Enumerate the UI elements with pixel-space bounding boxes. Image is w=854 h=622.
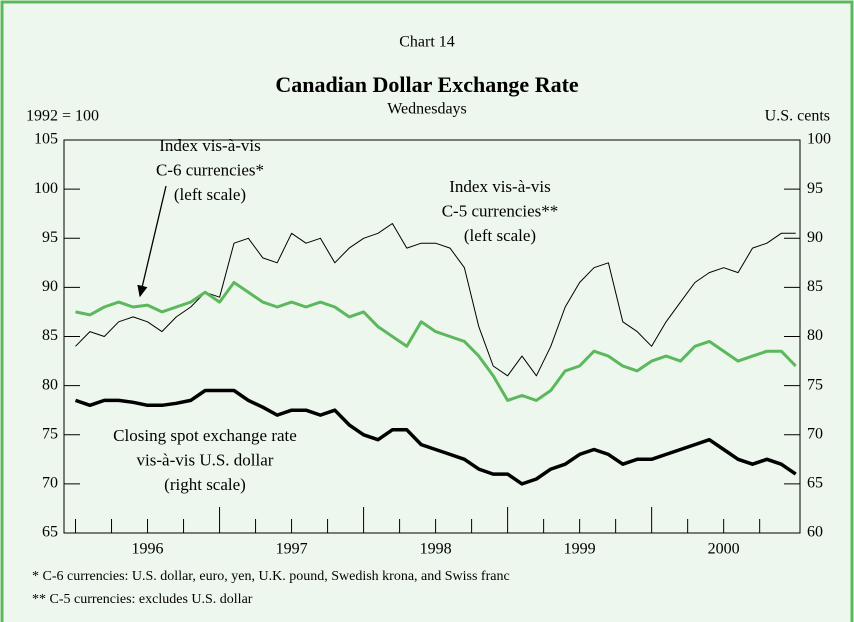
y-tick-label: 95 bbox=[42, 229, 58, 246]
y-tick-label: 100 bbox=[34, 180, 58, 197]
series-annotation: (left scale) bbox=[464, 226, 536, 245]
series-annotation: Index vis-à-vis bbox=[449, 177, 551, 196]
series-line bbox=[75, 281, 797, 402]
y2-tick-label: 90 bbox=[807, 229, 823, 246]
y-tick-label: 80 bbox=[42, 376, 58, 393]
footnote: * C-6 currencies: U.S. dollar, euro, yen… bbox=[32, 569, 510, 584]
x-tick-label: 1996 bbox=[132, 541, 164, 558]
series-line bbox=[74, 388, 797, 486]
series-annotation: vis-à-vis U.S. dollar bbox=[137, 450, 274, 469]
y2-tick-label: 100 bbox=[807, 131, 831, 148]
y-axis-label: 1992 = 100 bbox=[26, 108, 99, 125]
footnote: ** C-5 currencies: excludes U.S. dollar bbox=[32, 592, 253, 607]
series-annotation: Closing spot exchange rate bbox=[113, 426, 297, 445]
x-tick-label: 1997 bbox=[276, 541, 308, 558]
y-tick-label: 105 bbox=[34, 131, 58, 148]
y2-axis-label: U.S. cents bbox=[765, 108, 830, 125]
series-annotation: C-5 currencies** bbox=[442, 201, 559, 220]
series-annotation: Index vis-à-vis bbox=[159, 136, 261, 155]
y2-tick-label: 65 bbox=[807, 475, 823, 492]
chart-subtitle: Wednesdays bbox=[387, 101, 467, 118]
y-tick-label: 70 bbox=[42, 475, 58, 492]
y2-tick-label: 60 bbox=[807, 524, 823, 541]
y-tick-label: 90 bbox=[42, 278, 58, 295]
series-annotation: (right scale) bbox=[164, 475, 246, 494]
y2-tick-label: 70 bbox=[807, 425, 823, 442]
x-tick-label: 2000 bbox=[708, 541, 740, 558]
y2-tick-label: 75 bbox=[807, 376, 823, 393]
x-tick-label: 1999 bbox=[564, 541, 596, 558]
y2-tick-label: 85 bbox=[807, 278, 823, 295]
x-tick-label: 1998 bbox=[420, 541, 452, 558]
y2-tick-label: 80 bbox=[807, 327, 823, 344]
series-line bbox=[75, 223, 796, 377]
y2-tick-label: 95 bbox=[807, 180, 823, 197]
y-tick-label: 75 bbox=[42, 425, 58, 442]
series-annotation: (left scale) bbox=[174, 185, 246, 204]
arrow bbox=[137, 185, 167, 298]
series-annotation: C-6 currencies* bbox=[156, 160, 264, 179]
chart-title: Canadian Dollar Exchange Rate bbox=[275, 72, 579, 97]
chart-subheading: Chart 14 bbox=[399, 34, 455, 51]
y-tick-label: 65 bbox=[42, 524, 58, 541]
y-tick-label: 85 bbox=[42, 327, 58, 344]
